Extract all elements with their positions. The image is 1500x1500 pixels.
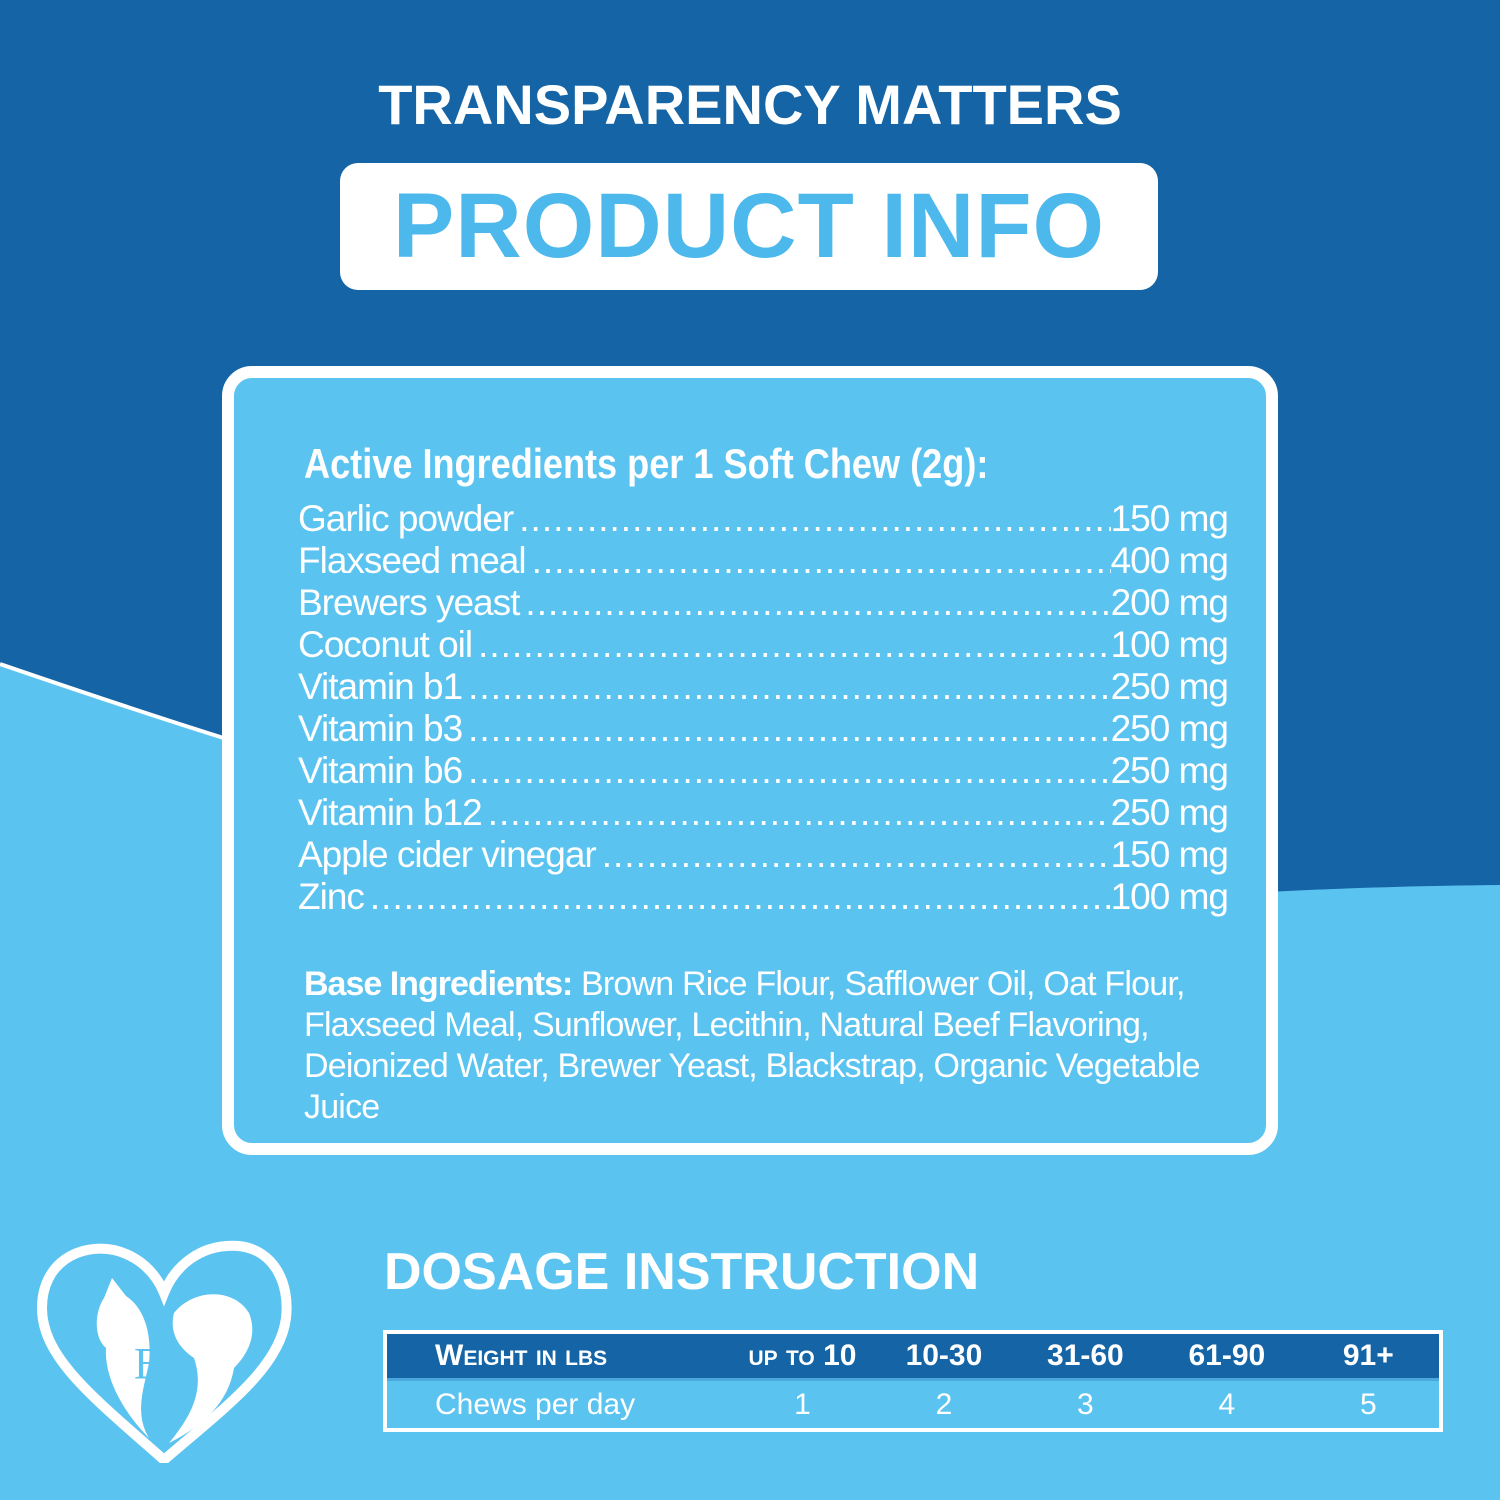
chews-cell: 3 [1077, 1387, 1094, 1421]
svg-text:P: P [149, 1379, 173, 1428]
ingredient-name: Garlic powder [298, 498, 514, 539]
chews-cell: 5 [1359, 1387, 1377, 1421]
ingredients-card: Active Ingredients per 1 Soft Chew (2g):… [222, 366, 1278, 1155]
chews-label: Chews per day [435, 1387, 636, 1421]
active-ingredients-heading: Active Ingredients per 1 Soft Chew (2g): [304, 440, 989, 487]
ingredient-amount: 200 mg [1110, 582, 1228, 623]
weight-cell: 61-90 [1188, 1339, 1266, 1372]
dosage-title: DOSAGE INSTRUCTION [384, 1243, 980, 1301]
ingredient-amount: 250 mg [1110, 750, 1228, 791]
dot-leader: ........................................… [478, 624, 1110, 665]
ingredient-name: Apple cider vinegar [298, 834, 597, 875]
chews-row: Chews per day 1 2 3 4 5 [387, 1381, 1439, 1428]
ingredient-name: Vitamin b1 [298, 666, 463, 707]
logo-text: B [134, 1339, 163, 1388]
ingredient-name: Brewers yeast [298, 582, 520, 623]
weight-cell: 91+ [1342, 1339, 1394, 1372]
ingredient-name: Vitamin b12 [298, 792, 483, 833]
ingredient-amount: 250 mg [1110, 666, 1228, 707]
weight-cell: up to 10 [748, 1339, 857, 1372]
ingredient-row: Vitamin b6..............................… [298, 750, 1228, 792]
ingredient-row: Zinc....................................… [298, 876, 1228, 918]
chews-cell: 4 [1218, 1387, 1236, 1421]
ingredient-amount: 100 mg [1110, 624, 1228, 665]
ingredient-row: Vitamin b1..............................… [298, 666, 1228, 708]
page-title: TRANSPARENCY MATTERS [378, 73, 1122, 136]
ingredient-amount: 150 mg [1110, 498, 1228, 539]
base-ingredients-text: Brown Rice Flour, Safflower Oil, Oat Flo… [304, 965, 1201, 1126]
weight-cell: 10-30 [905, 1339, 983, 1372]
ingredient-amount: 150 mg [1110, 834, 1228, 875]
base-ingredients: Base Ingredients: Brown Rice Flour, Saff… [304, 964, 1244, 1128]
dot-leader: ........................................… [468, 750, 1111, 791]
ingredient-row: Vitamin b12.............................… [298, 792, 1228, 834]
dosage-table: Weight in lbs up to 10 10-30 31-60 61-90… [383, 1330, 1443, 1432]
dot-leader: ........................................… [601, 834, 1111, 875]
heart-cat-dog-logo-icon: B P [36, 1240, 292, 1463]
chews-cell: 2 [935, 1387, 953, 1421]
ingredient-name: Vitamin b3 [298, 708, 463, 749]
dot-leader: ........................................… [468, 666, 1111, 707]
dot-leader: ........................................… [531, 540, 1111, 581]
ingredient-amount: 250 mg [1110, 792, 1228, 833]
dot-leader: ........................................… [369, 876, 1111, 917]
product-info-label: PRODUCT INFO [392, 175, 1106, 277]
weight-cell: 31-60 [1047, 1339, 1124, 1372]
ingredient-name: Vitamin b6 [298, 750, 463, 791]
dot-leader: ........................................… [525, 582, 1110, 623]
ingredient-row: Coconut oil.............................… [298, 624, 1228, 666]
product-info-badge: PRODUCT INFO [340, 163, 1158, 290]
ingredient-amount: 100 mg [1110, 876, 1228, 917]
ingredient-row: Flaxseed meal...........................… [298, 540, 1228, 582]
ingredient-row: Apple cider vinegar.....................… [298, 834, 1228, 876]
base-ingredients-label: Base Ingredients: [304, 965, 573, 1003]
ingredient-list: Garlic powder...........................… [298, 498, 1228, 918]
dot-leader: ........................................… [487, 792, 1111, 833]
ingredient-name: Flaxseed meal [298, 540, 527, 581]
ingredient-row: Brewers yeast...........................… [298, 582, 1228, 624]
weight-header: Weight in lbs [435, 1339, 608, 1372]
dot-leader: ........................................… [519, 498, 1110, 539]
ingredient-name: Zinc [298, 876, 365, 917]
dot-leader: ........................................… [468, 708, 1111, 749]
ingredient-amount: 250 mg [1110, 708, 1228, 749]
ingredient-row: Vitamin b3..............................… [298, 708, 1228, 750]
dosage-header-row: Weight in lbs up to 10 10-30 31-60 61-90… [387, 1334, 1439, 1381]
chews-cell: 1 [794, 1387, 811, 1421]
ingredient-name: Coconut oil [298, 624, 473, 665]
ingredient-amount: 400 mg [1110, 540, 1228, 581]
ingredient-row: Garlic powder...........................… [298, 498, 1228, 540]
